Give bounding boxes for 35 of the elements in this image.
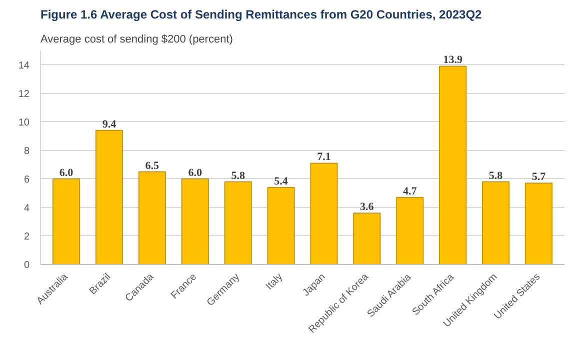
data-label: 3.6 xyxy=(360,201,374,214)
x-tick-label: Italy xyxy=(264,272,285,292)
bar xyxy=(267,186,295,264)
bar xyxy=(52,178,80,264)
bar xyxy=(138,171,166,264)
y-tick-label: 12 xyxy=(18,88,30,100)
bar xyxy=(396,196,424,264)
y-tick-label: 8 xyxy=(24,146,30,157)
data-label: 4.7 xyxy=(403,185,418,198)
data-label: 7.1 xyxy=(317,151,331,164)
data-label: 6.0 xyxy=(188,166,202,179)
chart-title: Figure 1.6 Average Cost of Sending Remittances from G20 Countries, 2023Q2 xyxy=(40,8,482,22)
bar xyxy=(353,212,381,264)
data-label: 9.4 xyxy=(102,118,117,130)
bar xyxy=(224,181,252,264)
data-label: 5.7 xyxy=(532,171,546,184)
data-label: 5.4 xyxy=(274,175,288,188)
y-tick-label: 4 xyxy=(24,202,30,214)
y-tick-label: 10 xyxy=(18,117,30,128)
data-label: 6.0 xyxy=(59,166,74,179)
bar xyxy=(524,182,553,264)
data-label: 6.5 xyxy=(145,160,160,172)
data-label: 13.9 xyxy=(443,54,463,66)
data-label: 5.8 xyxy=(231,170,246,182)
y-axis-title: Average cost of sending $200 (percent) xyxy=(40,34,233,46)
y-tick-label: 6 xyxy=(24,174,30,186)
bar xyxy=(482,181,510,264)
y-tick-label: 2 xyxy=(24,231,30,242)
y-tick-label: 0 xyxy=(24,260,30,271)
bar xyxy=(439,66,467,264)
bar xyxy=(181,178,209,264)
data-label: 5.8 xyxy=(488,170,504,182)
y-tick-label: 14 xyxy=(18,60,30,72)
bar xyxy=(310,162,338,264)
bar xyxy=(95,130,124,264)
